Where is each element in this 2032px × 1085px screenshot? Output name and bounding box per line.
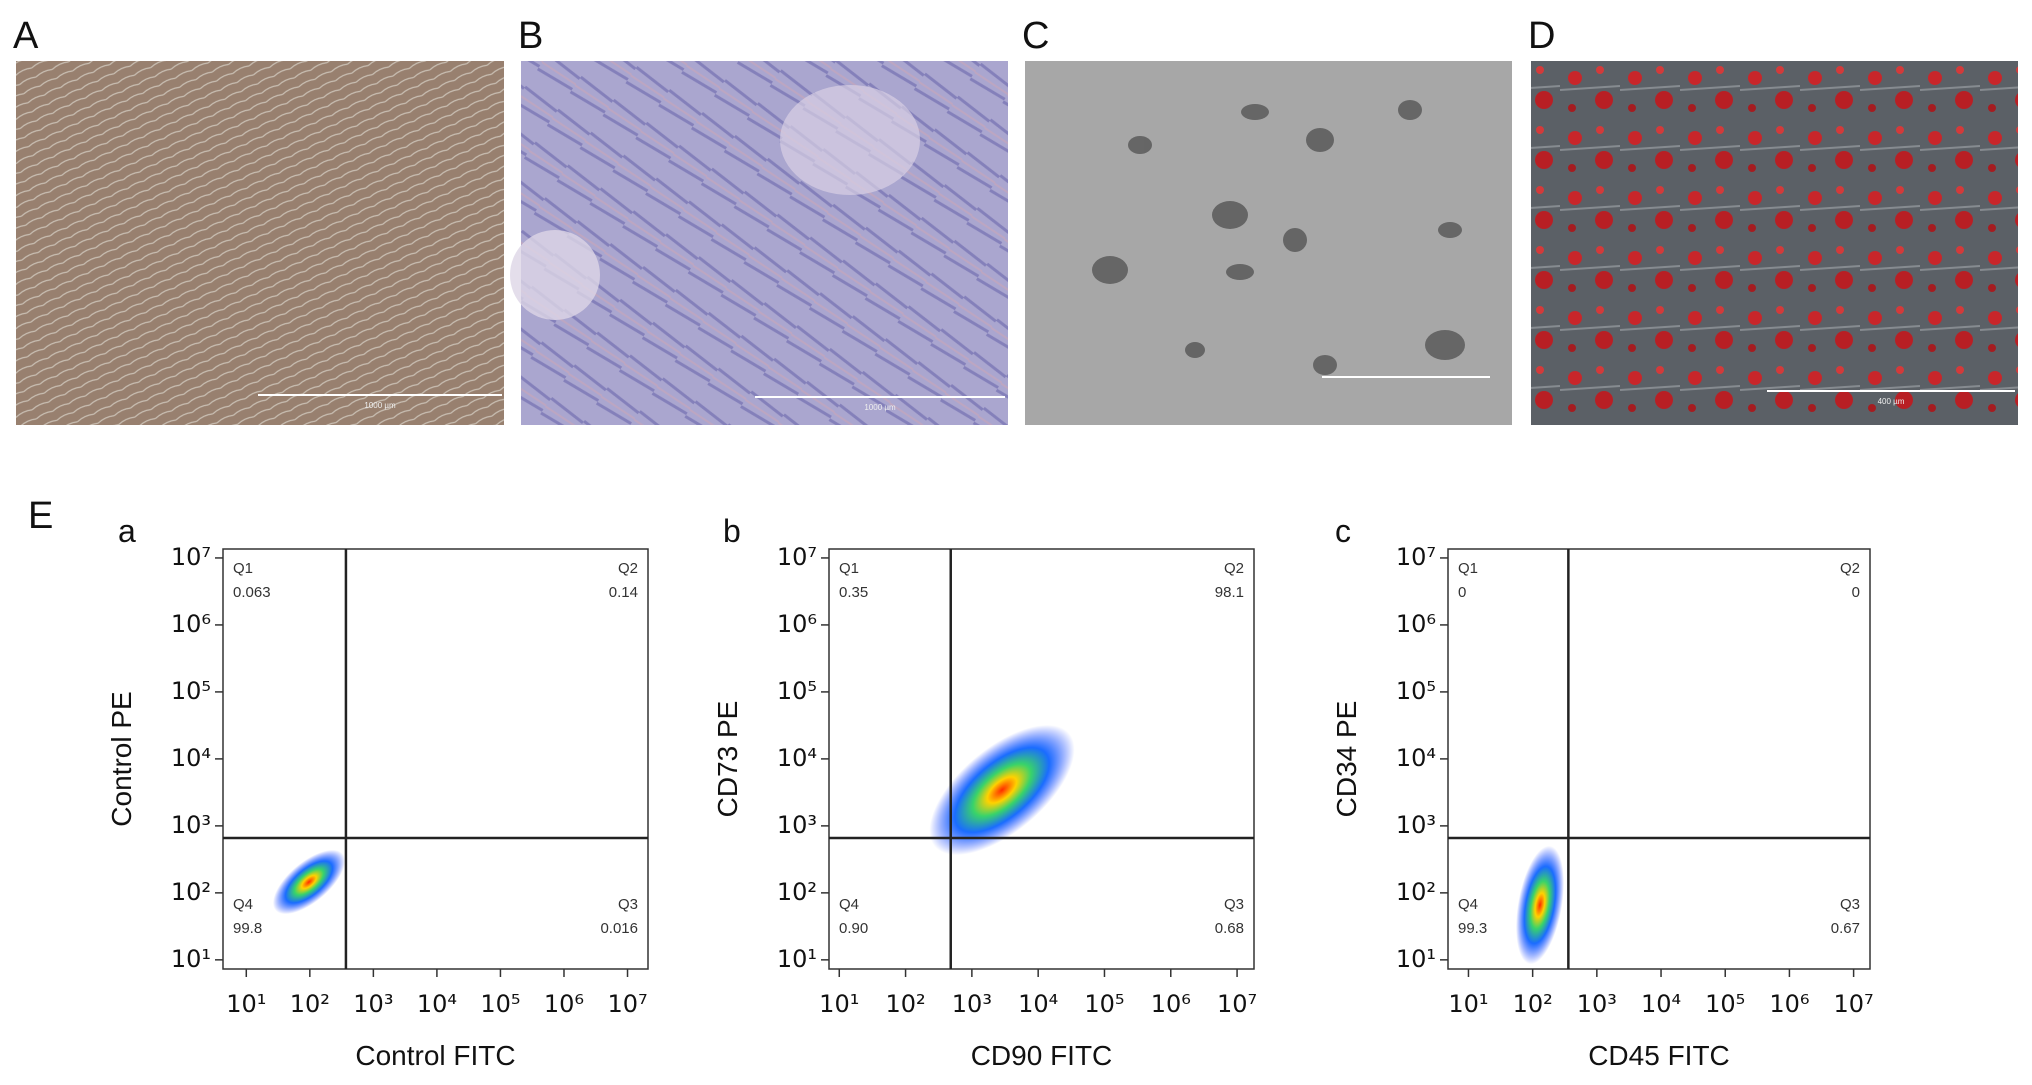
y-tick-label: 10⁶ bbox=[171, 610, 211, 638]
y-tick-label: 10⁵ bbox=[171, 677, 211, 705]
x-axis-title: CD90 FITC bbox=[971, 1040, 1113, 1071]
y-tick-label: 10⁴ bbox=[1396, 744, 1436, 772]
subpanel-label: b bbox=[723, 513, 741, 549]
y-tick-label: 10² bbox=[171, 878, 211, 906]
scale-bar-label: 400 µm bbox=[1878, 397, 1905, 406]
x-tick-label: 10¹ bbox=[1448, 990, 1488, 1018]
x-tick-label: 10¹ bbox=[819, 990, 859, 1018]
x-tick-label: 10⁵ bbox=[1084, 990, 1124, 1018]
y-tick-label: 10⁵ bbox=[777, 677, 817, 705]
y-tick-label: 10² bbox=[1396, 878, 1436, 906]
y-axis-title: Control PE bbox=[106, 691, 137, 826]
x-tick-label: 10⁶ bbox=[544, 990, 584, 1018]
y-tick-label: 10⁷ bbox=[171, 543, 211, 571]
y-axis-title: CD34 PE bbox=[1331, 701, 1362, 818]
x-tick-label: 10³ bbox=[1577, 990, 1617, 1018]
cell-density bbox=[929, 724, 1075, 856]
y-tick-label: 10¹ bbox=[1396, 945, 1436, 973]
quadrant-name: Q2 bbox=[1840, 560, 1860, 577]
x-tick-label: 10⁷ bbox=[1834, 990, 1874, 1018]
quadrant-value: 0.35 bbox=[839, 584, 868, 601]
panel-label: B bbox=[518, 15, 543, 57]
x-axis-title: Control FITC bbox=[355, 1040, 515, 1071]
x-tick-label: 10⁵ bbox=[480, 990, 520, 1018]
quadrant-value: 0.68 bbox=[1215, 920, 1244, 937]
micrograph-detail bbox=[510, 230, 600, 320]
x-tick-label: 10² bbox=[1513, 990, 1553, 1018]
y-axis-title: CD73 PE bbox=[712, 701, 743, 818]
x-tick-label: 10⁷ bbox=[1217, 990, 1257, 1018]
micrograph bbox=[16, 61, 504, 425]
x-tick-label: 10¹ bbox=[226, 990, 266, 1018]
x-tick-label: 10⁵ bbox=[1705, 990, 1745, 1018]
micrograph-detail bbox=[780, 85, 920, 195]
quadrant-name: Q3 bbox=[1224, 896, 1244, 913]
quadrant-value: 98.1 bbox=[1215, 584, 1244, 601]
panel-label: D bbox=[1528, 15, 1555, 57]
y-tick-label: 10³ bbox=[1396, 811, 1436, 839]
y-tick-label: 10³ bbox=[171, 811, 211, 839]
y-tick-label: 10¹ bbox=[171, 945, 211, 973]
quadrant-value: 99.8 bbox=[233, 920, 262, 937]
density-clouds bbox=[272, 724, 1565, 965]
y-tick-label: 10³ bbox=[777, 811, 817, 839]
x-tick-label: 10² bbox=[290, 990, 330, 1018]
quadrant-value: 0.016 bbox=[600, 920, 638, 937]
quadrant-name: Q3 bbox=[1840, 896, 1860, 913]
quadrant-name: Q4 bbox=[233, 896, 253, 913]
subpanel-label: c bbox=[1335, 513, 1351, 549]
scale-bar-label: 1000 µm bbox=[864, 403, 896, 412]
scale-bar-label: 1000 µm bbox=[364, 401, 396, 410]
x-axis-title: CD45 FITC bbox=[1588, 1040, 1730, 1071]
micrograph bbox=[1531, 61, 2018, 425]
y-tick-label: 10⁴ bbox=[171, 744, 211, 772]
y-tick-label: 10² bbox=[777, 878, 817, 906]
micrograph bbox=[521, 61, 1008, 425]
quadrant-value: 0.90 bbox=[839, 920, 868, 937]
cell-density bbox=[1515, 845, 1565, 965]
panel-label: A bbox=[13, 15, 39, 57]
panel-label: C bbox=[1022, 15, 1049, 57]
x-tick-label: 10⁴ bbox=[1641, 990, 1681, 1018]
quadrant-value: 99.3 bbox=[1458, 920, 1487, 937]
x-tick-label: 10⁶ bbox=[1769, 990, 1809, 1018]
x-tick-label: 10² bbox=[885, 990, 925, 1018]
x-tick-label: 10⁴ bbox=[417, 990, 457, 1018]
cell-density bbox=[272, 849, 346, 915]
quadrant-value: 0.063 bbox=[233, 584, 271, 601]
quadrant-name: Q1 bbox=[233, 560, 253, 577]
quadrant-value: 0.14 bbox=[609, 584, 638, 601]
quadrant-name: Q2 bbox=[1224, 560, 1244, 577]
quadrant-name: Q4 bbox=[1458, 896, 1478, 913]
micrograph bbox=[1025, 61, 1512, 425]
plot-frame bbox=[1447, 548, 1871, 970]
quadrant-name: Q4 bbox=[839, 896, 859, 913]
quadrant-name: Q2 bbox=[618, 560, 638, 577]
x-tick-label: 10³ bbox=[353, 990, 393, 1018]
y-tick-label: 10⁶ bbox=[777, 610, 817, 638]
y-tick-label: 10⁵ bbox=[1396, 677, 1436, 705]
quadrant-name: Q1 bbox=[1458, 560, 1478, 577]
y-tick-label: 10⁶ bbox=[1396, 610, 1436, 638]
section-label: E bbox=[28, 495, 53, 537]
quadrant-name: Q3 bbox=[618, 896, 638, 913]
y-tick-label: 10¹ bbox=[777, 945, 817, 973]
y-tick-label: 10⁴ bbox=[777, 744, 817, 772]
quadrant-value: 0 bbox=[1852, 584, 1860, 601]
y-tick-label: 10⁷ bbox=[777, 543, 817, 571]
quadrant-value: 0 bbox=[1458, 584, 1466, 601]
y-tick-label: 10⁷ bbox=[1396, 543, 1436, 571]
micrograph-detail bbox=[1092, 100, 1465, 375]
subpanel-label: a bbox=[118, 513, 136, 549]
x-tick-label: 10⁶ bbox=[1151, 990, 1191, 1018]
x-tick-label: 10⁷ bbox=[607, 990, 647, 1018]
quadrant-value: 0.67 bbox=[1831, 920, 1860, 937]
x-tick-label: 10⁴ bbox=[1018, 990, 1058, 1018]
micrograph-panels: 1000 µm 1000 µm 400 µm A B C D E bbox=[13, 15, 2018, 537]
quadrant-name: Q1 bbox=[839, 560, 859, 577]
x-tick-label: 10³ bbox=[952, 990, 992, 1018]
